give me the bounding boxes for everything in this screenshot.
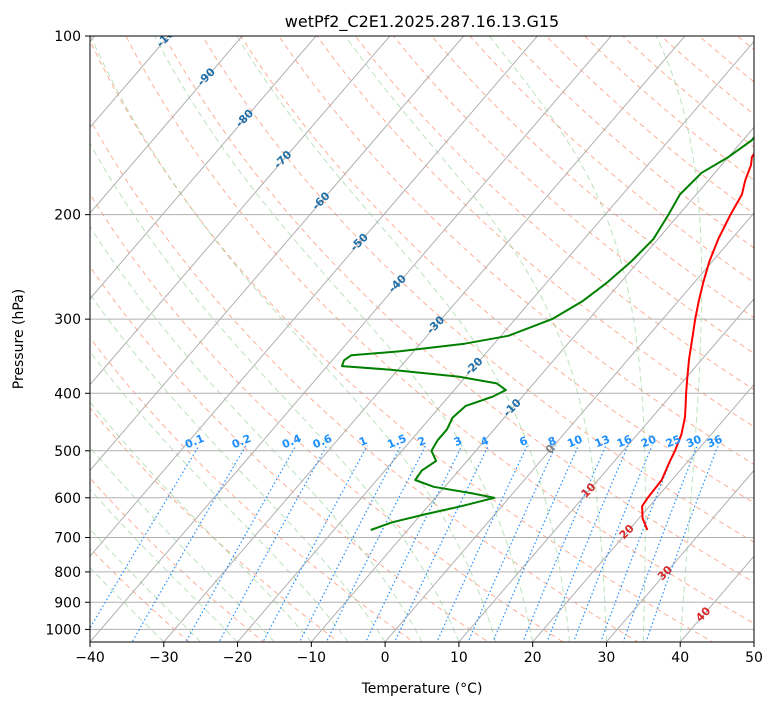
moist-adiabat-6 <box>90 293 386 642</box>
mixing-ratio-line-1 <box>131 445 247 642</box>
sounding-traces <box>341 136 754 531</box>
y-tick-label-8: 900 <box>54 595 81 611</box>
y-tick-label-9: 1000 <box>45 622 81 638</box>
y-axis-ticks: 100 200 300 400 500 600 700 800 900 1000 <box>45 29 90 638</box>
series-line-0 <box>641 152 754 531</box>
dry-adiabat-8 <box>125 36 754 624</box>
isotherm-15 <box>458 298 754 642</box>
dry-adiabat-11 <box>240 36 754 504</box>
mixing-ratio-line-12 <box>522 445 607 642</box>
x-tick-label-1: −30 <box>149 650 179 666</box>
isotherm-14 <box>384 212 754 642</box>
pressure-grid <box>90 36 754 630</box>
mixing-ratio-line-16 <box>622 445 698 642</box>
dry-adiabat-16 <box>430 36 754 319</box>
series-line-1 <box>341 136 754 531</box>
mixing-ratio-label-16: 30 <box>684 433 703 451</box>
mixing-ratio-label-11: 10 <box>565 433 584 451</box>
isotherm-7 <box>90 36 391 386</box>
isotherm-4 <box>90 36 170 129</box>
mixing-ratio-line-10 <box>467 445 557 642</box>
y-tick-label-6: 700 <box>54 531 81 547</box>
moist-adiabat-2 <box>90 488 238 642</box>
moist-adiabat-13 <box>488 36 646 642</box>
mixing-ratio-line-13 <box>546 445 629 642</box>
mixing-ratio-label-10: 8 <box>546 434 558 449</box>
moist-adiabat-3 <box>90 446 275 642</box>
moist-adiabat-10 <box>154 36 534 642</box>
isotherm-5 <box>90 36 243 214</box>
plot-frame <box>89 35 755 643</box>
moist-adiabat-12 <box>344 36 607 642</box>
y-tick-label-4: 500 <box>54 444 81 460</box>
x-tick-label-5: 10 <box>450 650 468 666</box>
mixing-ratio-label-7: 3 <box>452 434 464 449</box>
x-tick-label-6: 20 <box>524 650 542 666</box>
mixing-ratio-label-15: 25 <box>664 433 683 451</box>
chart-title: wetPf2_C2E1.2025.287.16.13.G15 <box>285 12 559 32</box>
mixing-ratio-label-4: 1 <box>357 434 369 449</box>
isotherm-17 <box>605 469 754 642</box>
moist-adiabat-5 <box>90 350 349 642</box>
dry-adiabat-2 <box>90 407 340 642</box>
x-axis-label: Temperature (°C) <box>361 681 483 697</box>
x-tick-label-7: 30 <box>598 650 616 666</box>
mixing-ratio-line-9 <box>436 445 528 642</box>
y-axis-label: Pressure (hPa) <box>11 289 27 389</box>
y-tick-label-1: 200 <box>54 208 81 224</box>
mixing-ratio-label-17: 36 <box>705 433 724 451</box>
dry-adiabat-3 <box>90 336 415 642</box>
mixing-ratio-line-7 <box>365 445 463 642</box>
moist-adiabat-0 <box>90 566 165 642</box>
mixing-ratio-line-3 <box>218 445 328 642</box>
x-tick-label-8: 40 <box>671 650 689 666</box>
dry-adiabat-14 <box>354 36 754 391</box>
isotherm-16 <box>531 383 754 642</box>
y-tick-label-3: 400 <box>54 386 81 402</box>
mixing-ratio-label-14: 20 <box>639 433 658 451</box>
mixing-ratio-line-17 <box>645 445 719 642</box>
mixing-ratio-line-6 <box>325 445 427 642</box>
x-tick-label-4: 0 <box>381 650 390 666</box>
isotherm-9 <box>90 36 539 557</box>
isotherm-12 <box>236 40 754 642</box>
mixing-ratio-label-12: 13 <box>593 433 612 451</box>
isotherm-10 <box>90 36 612 642</box>
dry-adiabat-12 <box>278 36 754 466</box>
mixing-ratio-line-11 <box>492 445 580 642</box>
mixing-ratio-label-13: 16 <box>615 433 634 451</box>
y-tick-label-5: 600 <box>54 491 81 507</box>
isotherm-6 <box>90 36 317 300</box>
isotherm-11 <box>163 36 686 642</box>
y-tick-label-2: 300 <box>54 312 81 328</box>
mixing-ratio-label-6: 2 <box>416 434 428 449</box>
mixing-ratio-line-15 <box>599 445 678 642</box>
y-tick-label-7: 800 <box>54 565 81 581</box>
isotherm-13 <box>310 126 754 642</box>
dry-adiabat-0 <box>90 547 190 642</box>
isotherms <box>90 36 754 642</box>
mixing-ratio-line-4 <box>262 445 368 642</box>
y-tick-label-0: 100 <box>54 29 81 45</box>
x-tick-label-2: −20 <box>223 650 253 666</box>
x-tick-label-9: 50 <box>745 650 763 666</box>
mixing-ratio-lines <box>90 445 719 642</box>
mixing-ratio-line-14 <box>572 445 653 642</box>
x-axis-ticks: −40 −30 −20 −10 0 10 20 30 40 50 <box>75 642 763 666</box>
mixing-ratio-line-8 <box>393 445 490 642</box>
x-tick-label-3: −10 <box>297 650 327 666</box>
moist-adiabat-11 <box>236 36 571 642</box>
x-tick-label-0: −40 <box>75 650 105 666</box>
mixing-ratio-line-5 <box>298 445 402 642</box>
isotherm-8 <box>90 36 465 472</box>
moist-adiabat-14 <box>655 36 703 642</box>
moist-adiabat-9 <box>90 36 497 642</box>
mixing-ratio-line-0 <box>90 445 200 630</box>
dry-adiabat-4 <box>90 265 490 642</box>
